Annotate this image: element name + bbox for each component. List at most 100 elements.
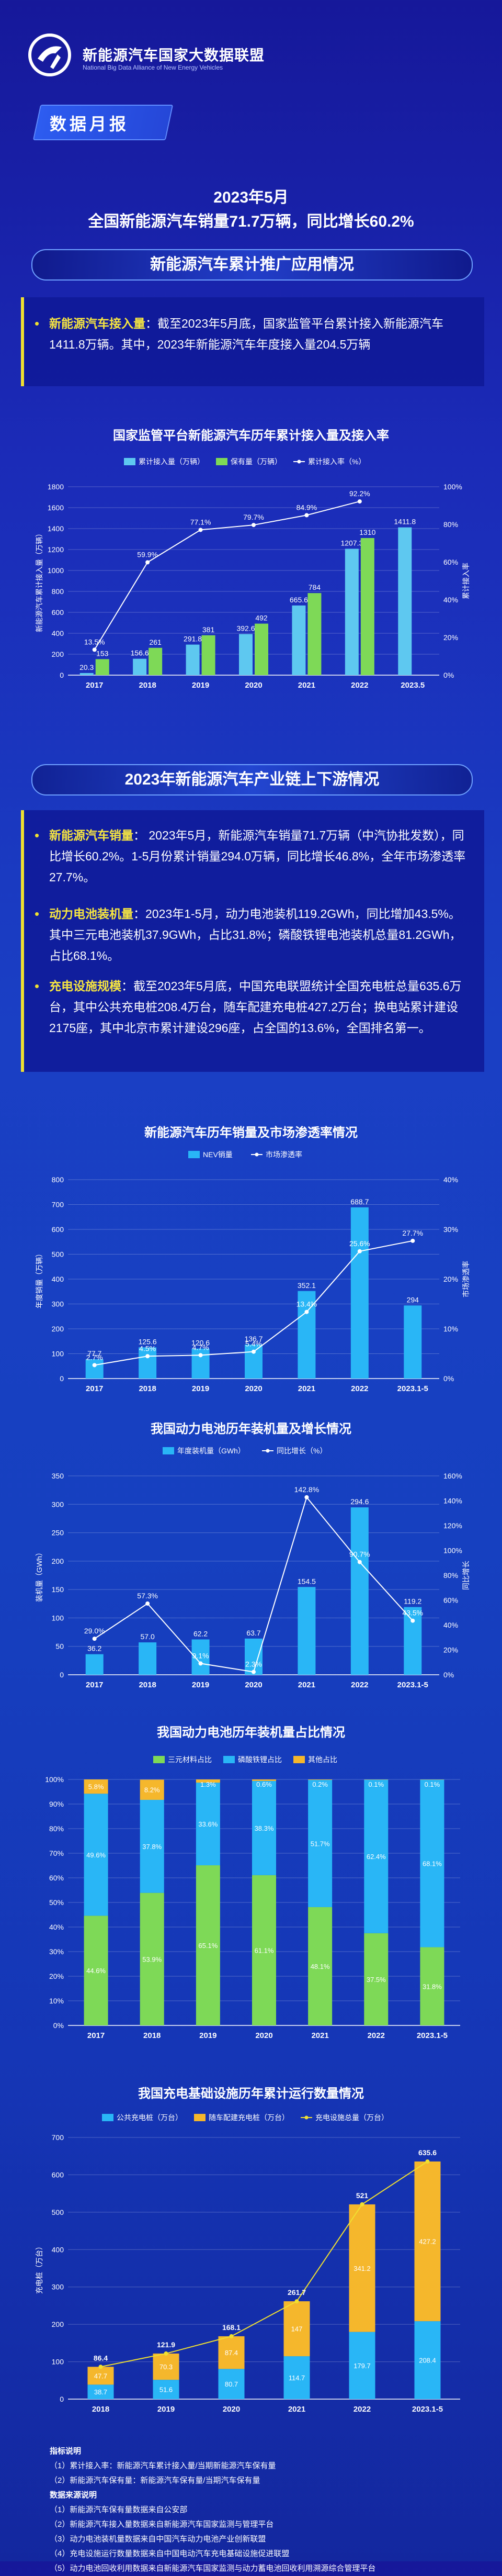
notes-block: 指标说明 （1）累计接入率：新能源汽车累计接入量/当期新能源汽车保有量 （2）新…	[50, 2444, 468, 2576]
y-tick-label: 800	[52, 1175, 64, 1184]
line-data-label: 13.5%	[84, 637, 105, 646]
line-data-label: 43.5%	[402, 1609, 423, 1617]
notes-heading-indicators: 指标说明	[50, 2444, 468, 2459]
legend-label: 保有量（万辆）	[231, 457, 282, 466]
para-label: 充电设施规模	[49, 979, 121, 993]
y-tick-label: 1800	[48, 483, 64, 491]
segment-data-label: 80.7	[225, 2380, 238, 2388]
section2-paragraph-sales: • 新能源汽车销量： 2023年5月，新能源汽车销量71.7万辆（中汽协批发数）…	[49, 825, 467, 888]
legend-label: NEV销量	[203, 1150, 233, 1159]
y-tick-label: 70%	[49, 1849, 64, 1857]
y-tick-label: 1000	[48, 566, 64, 575]
y-axis-label: 充电桩（万台）	[35, 2243, 43, 2294]
section1-paragraph: • 新能源汽车接入量：截至2023年5月底，国家监管平台累计接入新能源汽车141…	[49, 313, 467, 355]
x-tick-label: 2021	[298, 1384, 315, 1393]
y-right-tick-label: 80%	[443, 1571, 458, 1580]
x-tick-label: 2022	[353, 2405, 371, 2414]
y-right-tick-label: 20%	[443, 633, 458, 642]
y-tick-label: 0	[60, 2395, 64, 2403]
line-data-label: 2.7%	[86, 1353, 103, 1361]
x-tick-label: 2022	[368, 2031, 385, 2040]
y-tick-label: 150	[52, 1585, 64, 1594]
bar-data-label: 381	[202, 625, 215, 634]
para-label: 新能源汽车接入量	[49, 317, 145, 330]
brand-name-en: National Big Data Alliance of New Energy…	[83, 64, 223, 71]
line-data-label: 5.4%	[245, 1340, 262, 1348]
line-data-label: 521	[356, 2191, 369, 2200]
note-item: （4）充电设施运行数量数据来自中国电动汽车充电基础设施促进联盟	[50, 2547, 468, 2561]
y-tick-label: 300	[52, 1300, 64, 1308]
note-item: （1）新能源汽车保有量数据来自公安部	[50, 2503, 468, 2517]
segment-data-label: 48.1%	[311, 1963, 330, 1970]
line-point	[358, 1560, 362, 1564]
bar-data-label: 1411.8	[394, 518, 416, 526]
segment-data-label: 427.2	[419, 2238, 436, 2246]
bullet-icon: •	[35, 903, 39, 924]
bar	[351, 1507, 369, 1675]
y-tick-label: 200	[52, 1557, 64, 1565]
bar	[361, 538, 374, 675]
bar	[149, 648, 162, 675]
line-point	[93, 1363, 97, 1367]
segment-data-label: 37.5%	[367, 1976, 386, 1984]
para-label: 动力电池装机量	[49, 907, 133, 921]
line-point	[426, 2159, 430, 2164]
legend-swatch	[293, 1756, 305, 1763]
bar-data-label: 63.7	[246, 1629, 260, 1637]
y-right-axis-label: 同比增长	[462, 1561, 470, 1590]
segment-data-label: 179.7	[353, 2362, 371, 2370]
segment-data-label: 8.2%	[144, 1786, 160, 1794]
line-data-label: 635.6	[418, 2148, 437, 2157]
x-tick-label: 2021	[298, 1681, 315, 1689]
line-point	[164, 2351, 168, 2356]
line-point	[304, 513, 309, 517]
bar-data-label: 36.2	[87, 1644, 101, 1653]
line-point	[358, 1249, 362, 1253]
x-tick-label: 2023.1-5	[397, 1384, 428, 1393]
para-label: 新能源汽车销量	[49, 828, 133, 842]
y-tick-label: 40%	[49, 1923, 64, 1931]
segment-data-label: 44.6%	[86, 1967, 106, 1975]
segment-data-label: 38.7	[94, 2388, 107, 2396]
segment-data-label: 208.4	[419, 2357, 436, 2365]
y-tick-label: 30%	[49, 1947, 64, 1956]
line-data-label: 79.7%	[243, 513, 264, 521]
y-tick-label: 0	[60, 671, 64, 679]
section2-paragraph-charging: • 充电设施规模：截至2023年5月底，中国充电联盟统计全国充电桩总量635.6…	[49, 976, 467, 1038]
y-tick-label: 400	[52, 629, 64, 637]
line-point	[252, 1350, 256, 1354]
x-tick-label: 2023.1-5	[397, 1681, 428, 1689]
y-right-tick-label: 0%	[443, 671, 454, 679]
y-tick-label: 500	[52, 2208, 64, 2216]
bar-data-label: 665.6	[290, 596, 308, 604]
section1-title: 新能源汽车累计推广应用情况	[31, 249, 473, 281]
x-tick-label: 2022	[351, 1681, 368, 1689]
y-tick-label: 200	[52, 650, 64, 658]
y-tick-label: 80%	[49, 1824, 64, 1833]
segment-data-label: 87.4	[225, 2349, 238, 2357]
bar	[139, 1642, 156, 1675]
line-data-label: 77.1%	[190, 518, 211, 526]
bar-data-label: 154.5	[298, 1577, 316, 1585]
bar-data-label: 294.6	[350, 1497, 369, 1506]
line-data-label: 142.8%	[294, 1485, 319, 1494]
legend-label: 随车配建充电桩（万台）	[209, 2113, 289, 2122]
y-tick-label: 200	[52, 1325, 64, 1333]
legend-swatch-dot	[266, 1449, 270, 1453]
legend-label: 同比增长（%）	[277, 1447, 327, 1455]
y-right-tick-label: 60%	[443, 558, 458, 566]
segment-data-label: 61.1%	[255, 1946, 274, 1954]
note-item: （1）累计接入率：新能源汽车累计接入量/当期新能源汽车保有量	[50, 2459, 468, 2473]
segment-data-label: 49.6%	[86, 1851, 106, 1859]
bar	[245, 1639, 263, 1675]
y-axis-label: 年度销量（万辆）	[35, 1250, 43, 1308]
bar	[202, 635, 215, 675]
legend-swatch	[188, 1151, 200, 1158]
chart5-title: 我国充电基础设施历年累计运行数量情况	[0, 2083, 502, 2101]
line-data-label: 84.9%	[296, 503, 317, 511]
x-tick-label: 2019	[192, 1384, 209, 1393]
bar-data-label: 20.3	[79, 663, 94, 671]
line-data-label: 90.7%	[349, 1550, 370, 1559]
y-tick-label: 100	[52, 2358, 64, 2366]
month-tag-text: 数据月报	[50, 111, 129, 135]
